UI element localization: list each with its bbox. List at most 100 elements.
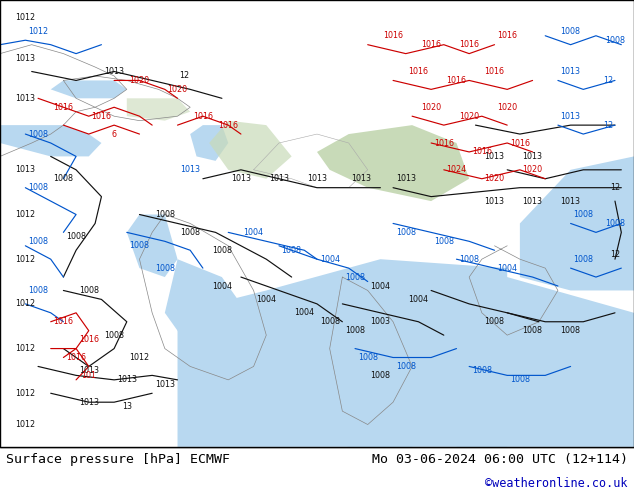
Text: 12: 12 (610, 183, 620, 192)
Text: 1013: 1013 (15, 94, 36, 103)
Text: 1016: 1016 (472, 147, 492, 156)
Text: 1013: 1013 (307, 174, 327, 183)
Text: 1008: 1008 (66, 232, 86, 242)
Text: 1016: 1016 (446, 76, 467, 85)
Text: 1008: 1008 (396, 228, 416, 237)
Text: 1016: 1016 (79, 335, 99, 344)
Text: 1008: 1008 (79, 286, 99, 295)
Text: 1008: 1008 (129, 241, 150, 250)
Text: 1008: 1008 (281, 246, 302, 255)
Text: 1016: 1016 (53, 317, 74, 326)
Text: 1008: 1008 (358, 353, 378, 362)
Text: 1013: 1013 (104, 67, 124, 76)
Text: 1004: 1004 (408, 295, 429, 304)
Text: 1013: 1013 (351, 174, 372, 183)
Text: 1012: 1012 (15, 255, 36, 264)
Text: 1020: 1020 (167, 85, 188, 94)
Polygon shape (304, 348, 431, 447)
Text: 1004: 1004 (243, 228, 264, 237)
Polygon shape (127, 215, 178, 277)
Text: 1008: 1008 (605, 36, 625, 45)
Text: 1008: 1008 (345, 272, 365, 282)
Text: 1013: 1013 (484, 152, 505, 161)
Text: 1008: 1008 (28, 286, 48, 295)
Text: 1008: 1008 (560, 326, 581, 335)
Text: 1012: 1012 (15, 420, 36, 429)
Text: 1008: 1008 (522, 326, 543, 335)
Text: 1008: 1008 (180, 228, 200, 237)
Text: 1008: 1008 (104, 331, 124, 340)
Text: 1008: 1008 (155, 264, 175, 272)
Text: 1016: 1016 (421, 40, 441, 49)
Polygon shape (178, 259, 507, 447)
Text: 1013: 1013 (15, 53, 36, 63)
Text: 1016: 1016 (66, 353, 86, 362)
Text: 1008: 1008 (320, 317, 340, 326)
Text: 1013: 1013 (522, 196, 543, 206)
Text: 1008: 1008 (155, 210, 175, 219)
Text: 1004: 1004 (320, 255, 340, 264)
Text: 1008: 1008 (573, 210, 593, 219)
Text: 1012: 1012 (15, 210, 36, 219)
Text: 1008: 1008 (605, 219, 625, 228)
Text: 1024: 1024 (446, 165, 467, 174)
Text: 1020: 1020 (484, 174, 505, 183)
Polygon shape (317, 125, 469, 201)
Text: 1013: 1013 (522, 152, 543, 161)
Polygon shape (51, 80, 127, 98)
Text: 1004: 1004 (294, 308, 314, 318)
Text: 1008: 1008 (370, 371, 391, 380)
Text: 1008: 1008 (28, 237, 48, 246)
Text: 1012: 1012 (15, 389, 36, 398)
Text: 1016: 1016 (510, 139, 530, 147)
Text: 1003: 1003 (370, 317, 391, 326)
Polygon shape (165, 259, 254, 367)
Text: 1012: 1012 (129, 353, 150, 362)
Text: 1008: 1008 (28, 129, 48, 139)
Text: 1016: 1016 (408, 67, 429, 76)
Polygon shape (209, 121, 292, 179)
Polygon shape (456, 277, 634, 447)
Text: 1008: 1008 (396, 362, 416, 371)
Text: 12: 12 (604, 121, 614, 130)
Text: 1020: 1020 (129, 76, 150, 85)
Text: 1020: 1020 (522, 165, 543, 174)
Text: 1004: 1004 (256, 295, 276, 304)
Text: 1008: 1008 (212, 246, 232, 255)
Text: 12: 12 (179, 72, 189, 80)
Text: 1016: 1016 (434, 139, 454, 147)
Text: 1013: 1013 (484, 196, 505, 206)
Text: 1016: 1016 (383, 31, 403, 40)
Text: 1013: 1013 (560, 196, 581, 206)
Text: 1013: 1013 (231, 174, 251, 183)
Text: 1004: 1004 (497, 264, 517, 272)
Text: 1020: 1020 (421, 103, 441, 112)
Text: 1008: 1008 (28, 183, 48, 192)
Text: 1008: 1008 (560, 27, 581, 36)
Text: 1016: 1016 (484, 67, 505, 76)
Text: 1008: 1008 (434, 237, 454, 246)
Text: 1013: 1013 (269, 174, 289, 183)
Text: 13: 13 (122, 402, 132, 411)
Text: 1020: 1020 (497, 103, 517, 112)
Text: 1013: 1013 (396, 174, 416, 183)
Text: 1008: 1008 (53, 174, 74, 183)
Polygon shape (127, 98, 190, 121)
Text: 1004: 1004 (212, 281, 232, 291)
Text: 101: 101 (81, 371, 96, 380)
Text: 1013: 1013 (117, 375, 137, 384)
Text: 1016: 1016 (91, 112, 112, 121)
Text: 1012: 1012 (15, 299, 36, 308)
Text: 1012: 1012 (15, 13, 36, 23)
Polygon shape (190, 125, 228, 161)
Text: 1004: 1004 (370, 281, 391, 291)
Text: 1012: 1012 (28, 27, 48, 36)
Text: 12: 12 (610, 250, 620, 259)
Text: 1008: 1008 (484, 317, 505, 326)
Text: 1016: 1016 (53, 103, 74, 112)
Text: 1012: 1012 (15, 344, 36, 353)
Text: 1013: 1013 (180, 165, 200, 174)
Text: ©weatheronline.co.uk: ©weatheronline.co.uk (485, 477, 628, 490)
Text: 1013: 1013 (79, 367, 99, 375)
Text: 1013: 1013 (560, 67, 581, 76)
